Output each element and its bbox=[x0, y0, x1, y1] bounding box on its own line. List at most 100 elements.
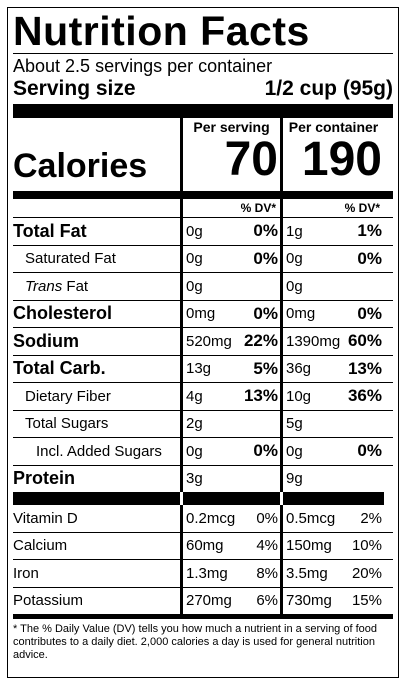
amount-per-serving: 0g bbox=[186, 250, 203, 268]
nutrient-name: Calcium bbox=[13, 537, 68, 555]
dv-per-serving: 4% bbox=[256, 537, 278, 555]
dv-per-serving: 22% bbox=[243, 331, 278, 351]
dv-per-serving: 0% bbox=[253, 221, 278, 241]
nutrient-row-added-sugars: Incl. Added Sugars 0g 0% 0g 0% bbox=[13, 437, 393, 465]
nutrient-name: Total Fat bbox=[13, 220, 87, 241]
amount-per-container: 0mg bbox=[286, 305, 316, 323]
amount-per-serving: 1.3mg bbox=[186, 564, 228, 582]
nutrition-label: Nutrition Facts About 2.5 servings per c… bbox=[7, 7, 399, 678]
amount-per-container: 9g bbox=[286, 470, 303, 488]
thick-divider bbox=[13, 104, 393, 118]
amount-per-serving: 3g bbox=[186, 470, 203, 488]
title-divider bbox=[13, 53, 393, 54]
serving-size-value: 1/2 cup (95g) bbox=[264, 77, 393, 100]
nutrient-name: Trans Fat bbox=[13, 278, 180, 295]
nutrient-name: Dietary Fiber bbox=[25, 387, 111, 405]
nutrient-name-italic: Trans bbox=[25, 277, 63, 295]
amount-per-container: 0g bbox=[286, 250, 303, 268]
amount-per-container: 730mg bbox=[286, 592, 332, 610]
calories-per-container: 190 bbox=[301, 133, 382, 186]
dv-per-serving: 0% bbox=[253, 303, 278, 323]
dv-per-container: 36% bbox=[347, 386, 382, 406]
dv-header-serving: % DV* bbox=[180, 199, 280, 217]
nutrient-name: Vitamin D bbox=[13, 509, 78, 527]
amount-per-container: 1390mg bbox=[286, 332, 341, 350]
amount-per-container: 150mg bbox=[286, 537, 332, 555]
amount-per-container: 3.5mg bbox=[286, 564, 328, 582]
dv-per-container: 13% bbox=[347, 358, 382, 378]
amount-per-serving: 4g bbox=[186, 387, 203, 405]
per-serving-header: Per serving bbox=[193, 119, 270, 135]
calories-divider bbox=[13, 191, 393, 199]
nutrient-row-total-fat: Total Fat 0g 0% 1g 1% bbox=[13, 217, 393, 245]
amount-per-container: 5g bbox=[286, 415, 303, 433]
nutrient-row-protein: Protein 3g 9g bbox=[13, 464, 393, 492]
nutrient-name: Potassium bbox=[13, 592, 84, 610]
amount-per-serving: 0g bbox=[186, 442, 203, 460]
nutrient-name: Sodium bbox=[13, 330, 79, 351]
dv-per-container: 60% bbox=[347, 331, 382, 351]
amount-per-serving: 520mg bbox=[186, 332, 232, 350]
calories-per-serving-col: Per serving 70 bbox=[180, 118, 280, 191]
amount-per-serving: 270mg bbox=[186, 592, 232, 610]
dv-per-container: 0% bbox=[357, 248, 382, 268]
serving-size-row: Serving size 1/2 cup (95g) bbox=[13, 77, 393, 101]
dv-per-serving: 13% bbox=[243, 386, 278, 406]
nutrient-name: Iron bbox=[13, 564, 39, 582]
dv-header-row: % DV* % DV* bbox=[13, 199, 393, 217]
nutrient-row-total-carb: Total Carb. 13g 5% 36g 13% bbox=[13, 354, 393, 382]
dv-per-container: 2% bbox=[360, 509, 382, 527]
nutrient-row-cholesterol: Cholesterol 0mg 0% 0mg 0% bbox=[13, 299, 393, 327]
vitamin-row-vitamin-d: Vitamin D 0.2mcg 0% 0.5mcg 2% bbox=[13, 505, 393, 532]
nutrient-name: Incl. Added Sugars bbox=[36, 442, 162, 460]
dv-per-container: 0% bbox=[357, 303, 382, 323]
nutrient-name-suffix: Fat bbox=[62, 277, 89, 295]
amount-per-container: 0.5mcg bbox=[286, 509, 336, 527]
nutrient-name: Total Sugars bbox=[25, 415, 109, 433]
dv-header-container: % DV* bbox=[280, 199, 384, 217]
vitamin-row-iron: Iron 1.3mg 8% 3.5mg 20% bbox=[13, 559, 393, 587]
amount-per-container: 36g bbox=[286, 360, 312, 378]
nutrient-name: Cholesterol bbox=[13, 303, 113, 324]
serving-size-label: Serving size bbox=[13, 77, 136, 100]
calories-label-cell: Calories bbox=[13, 118, 180, 191]
vitamin-row-calcium: Calcium 60mg 4% 150mg 10% bbox=[13, 531, 393, 559]
dv-per-serving: 0% bbox=[253, 248, 278, 268]
dv-per-container: 1% bbox=[357, 221, 382, 241]
servings-per-container: About 2.5 servings per container bbox=[13, 56, 273, 76]
nutrient-row-saturated-fat: Saturated Fat 0g 0% 0g 0% bbox=[13, 244, 393, 272]
nutrient-row-total-sugars: Total Sugars 2g 5g bbox=[13, 409, 393, 437]
amount-per-container: 0g bbox=[286, 277, 303, 295]
calories-per-container-col: Per container 190 bbox=[280, 118, 384, 191]
nutrient-row-dietary-fiber: Dietary Fiber 4g 13% 10g 36% bbox=[13, 382, 393, 410]
nutrient-row-trans-fat: Trans Fat 0g 0g bbox=[13, 272, 393, 300]
dv-per-container: 10% bbox=[351, 537, 382, 555]
nutrient-name: Total Carb. bbox=[13, 358, 106, 379]
amount-per-container: 0g bbox=[286, 442, 303, 460]
amount-per-serving: 0.2mcg bbox=[186, 509, 236, 527]
amount-per-container: 1g bbox=[286, 222, 303, 240]
per-container-header: Per container bbox=[288, 119, 379, 135]
footnote: * The % Daily Value (DV) tells you how m… bbox=[13, 614, 393, 662]
dv-per-container: 15% bbox=[351, 592, 382, 610]
vitamin-row-potassium: Potassium 270mg 6% 730mg 15% bbox=[13, 586, 393, 614]
vitamin-divider bbox=[13, 492, 393, 505]
dv-per-serving: 5% bbox=[253, 358, 278, 378]
amount-per-container: 10g bbox=[286, 387, 312, 405]
dv-per-serving: 6% bbox=[256, 592, 278, 610]
amount-per-serving: 2g bbox=[186, 415, 203, 433]
dv-per-serving: 0% bbox=[253, 441, 278, 461]
calories-per-serving: 70 bbox=[224, 133, 278, 186]
dv-per-container: 0% bbox=[357, 441, 382, 461]
dv-per-serving: 8% bbox=[256, 564, 278, 582]
calories-label: Calories bbox=[13, 147, 148, 185]
dv-per-serving: 0% bbox=[256, 509, 278, 527]
label-title: Nutrition Facts bbox=[13, 8, 310, 54]
amount-per-serving: 0mg bbox=[186, 305, 216, 323]
amount-per-serving: 0g bbox=[186, 277, 203, 295]
amount-per-serving: 60mg bbox=[186, 537, 224, 555]
calories-row: Calories Per serving 70 Per container 19… bbox=[13, 118, 393, 191]
nutrient-name: Protein bbox=[13, 468, 76, 489]
amount-per-serving: 0g bbox=[186, 222, 203, 240]
dv-per-container: 20% bbox=[351, 564, 382, 582]
